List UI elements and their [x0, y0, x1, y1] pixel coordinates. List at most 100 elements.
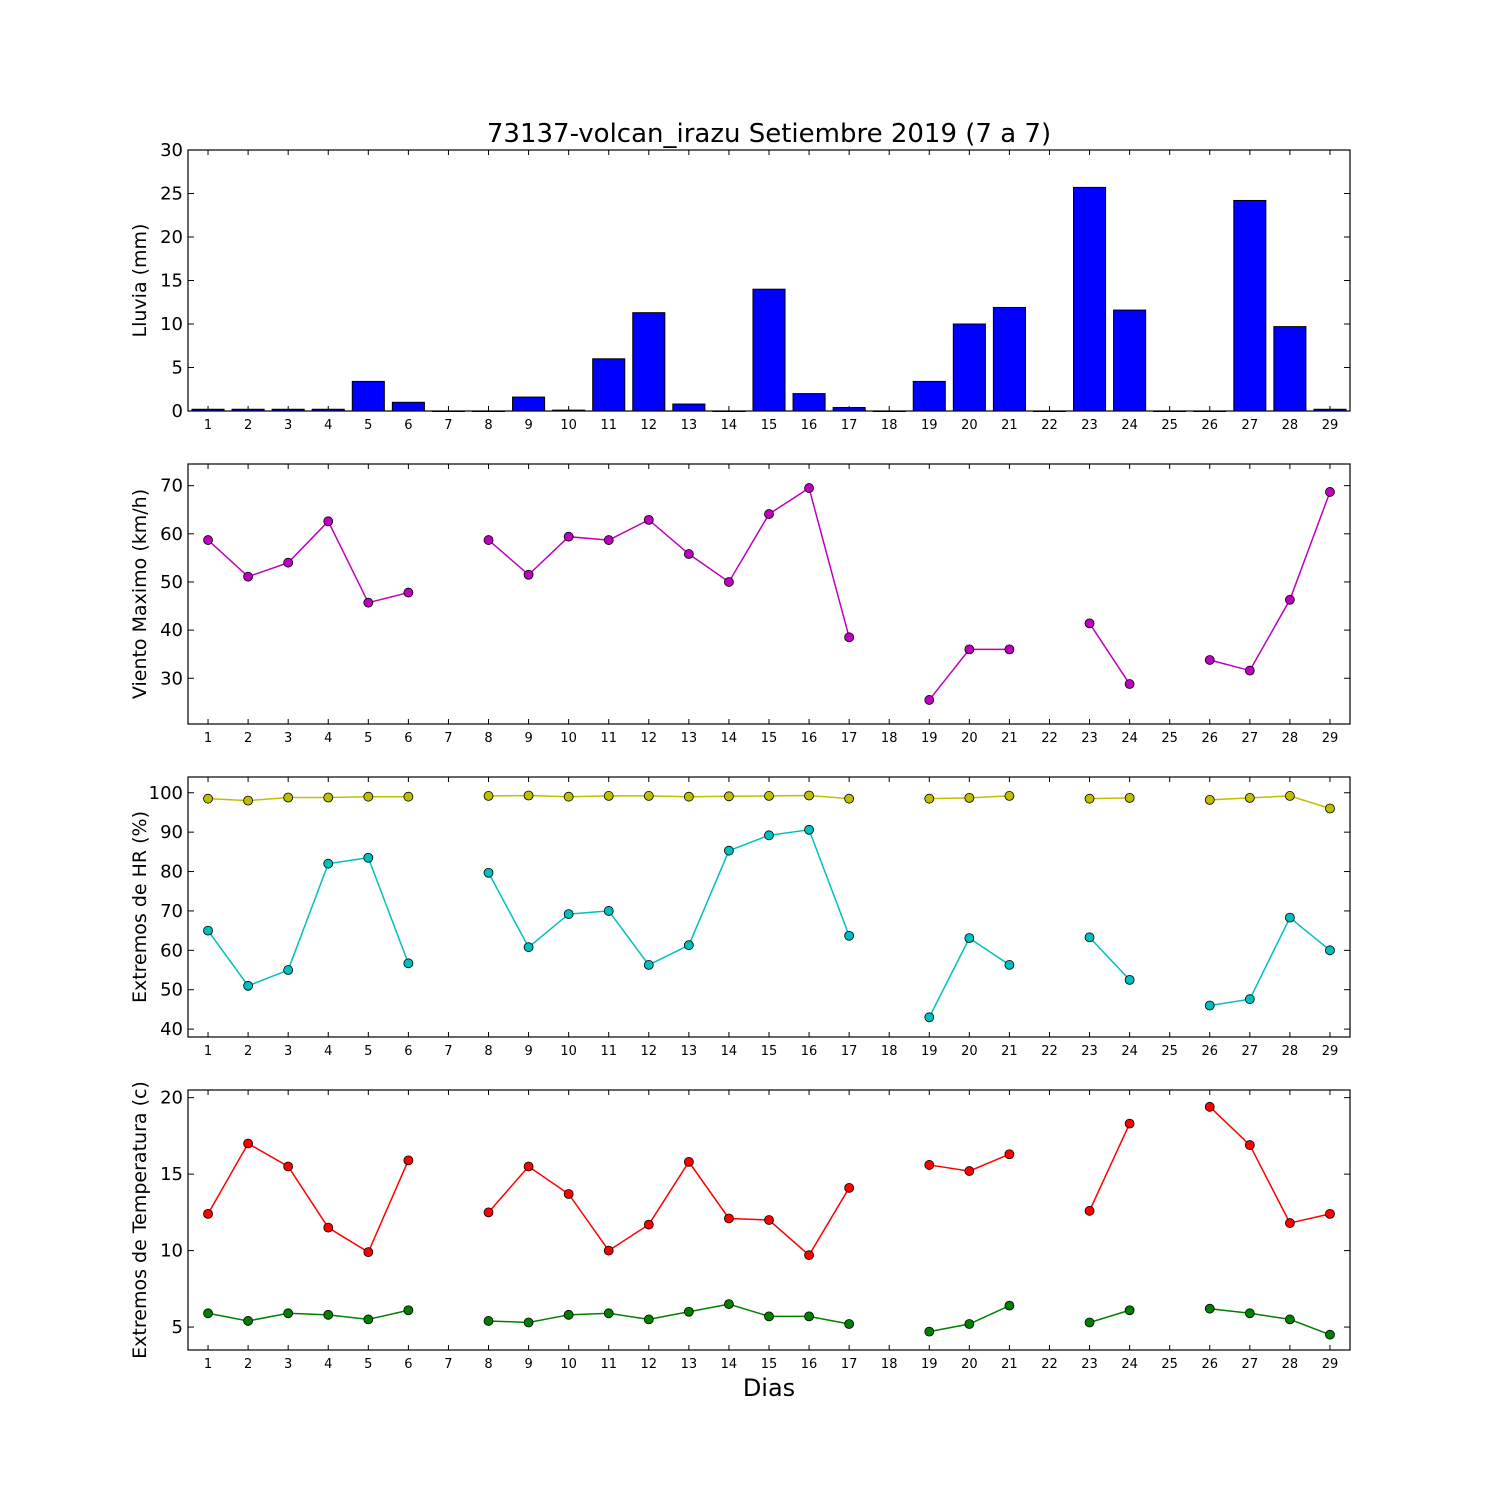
data-point	[483, 535, 494, 545]
data-point	[403, 958, 414, 969]
y-tick-label: 15	[160, 271, 183, 292]
x-tick-label: 13	[681, 1044, 698, 1059]
data-point	[483, 791, 494, 801]
y-tick-label: 20	[160, 227, 183, 248]
bar	[672, 403, 706, 412]
series-line	[488, 486, 850, 638]
data-point	[363, 852, 374, 863]
series-line	[207, 1142, 410, 1254]
x-tick-label: 16	[801, 418, 818, 433]
series-line	[207, 520, 409, 604]
data-point	[1204, 1000, 1215, 1011]
y-tick-label: 30	[160, 668, 183, 689]
x-tick-label: 15	[761, 1357, 778, 1372]
series-line	[487, 828, 850, 966]
data-point	[363, 791, 374, 802]
x-tick-label: 7	[444, 1044, 452, 1059]
data-point	[603, 906, 614, 916]
data-point	[964, 644, 975, 655]
x-tick-label: 9	[524, 1357, 532, 1372]
bar	[752, 288, 786, 412]
bar	[471, 410, 506, 412]
x-tick-label: 19	[921, 418, 938, 433]
y-tick-label: 25	[160, 184, 183, 205]
bar	[391, 401, 425, 412]
x-tick-label: 20	[961, 731, 978, 746]
data-point	[844, 1182, 855, 1193]
bar	[952, 323, 986, 412]
x-tick-label: 11	[600, 418, 617, 433]
data-point	[523, 1161, 534, 1172]
x-tick-label: 25	[1161, 418, 1178, 433]
data-point	[1204, 1303, 1215, 1314]
data-point	[283, 792, 294, 803]
x-tick-label: 28	[1282, 731, 1299, 746]
bar	[1313, 408, 1347, 412]
data-point	[964, 792, 975, 803]
x-tick-label: 7	[444, 1357, 452, 1372]
data-point	[924, 1160, 935, 1170]
x-tick-label: 20	[961, 1044, 978, 1059]
data-point	[1084, 1317, 1095, 1328]
x-tick-label: 22	[1041, 418, 1058, 433]
x-tick-label: 25	[1161, 1044, 1178, 1059]
x-tick-label: 1	[204, 1044, 212, 1059]
y-tick-label: 60	[160, 524, 183, 545]
data-point	[964, 933, 975, 944]
data-point	[563, 909, 574, 919]
x-tick-label: 21	[1001, 418, 1018, 433]
x-tick-label: 29	[1322, 1044, 1339, 1059]
data-point	[1004, 960, 1015, 970]
x-tick-label: 26	[1201, 418, 1218, 433]
data-point	[323, 516, 334, 527]
x-tick-label: 19	[921, 1357, 938, 1372]
data-point	[1204, 794, 1215, 805]
data-point	[1325, 945, 1335, 956]
y-tick-label: 10	[160, 1241, 183, 1262]
data-point	[483, 1316, 494, 1326]
x-tick-label: 4	[324, 418, 332, 433]
y-tick-label: 30	[160, 140, 183, 161]
data-point	[1004, 644, 1015, 655]
data-point	[924, 793, 935, 804]
data-point	[1325, 1329, 1335, 1340]
data-point	[243, 1316, 254, 1326]
data-point	[243, 1138, 254, 1149]
x-tick-label: 25	[1161, 731, 1178, 746]
data-point	[1325, 803, 1335, 814]
data-point	[1244, 994, 1255, 1005]
bar	[311, 408, 345, 412]
chart-title: 73137-volcan_irazu Setiembre 2019 (7 a 7…	[487, 119, 1051, 149]
data-point	[403, 791, 414, 802]
data-point	[643, 514, 654, 525]
data-point	[363, 597, 374, 608]
bar	[231, 408, 265, 412]
bar	[552, 409, 586, 412]
x-tick-label: 12	[641, 731, 658, 746]
x-tick-label: 22	[1041, 731, 1058, 746]
series-line	[487, 1160, 850, 1257]
bar	[191, 408, 225, 412]
x-tick-label: 10	[560, 731, 577, 746]
x-tick-label: 27	[1242, 1044, 1259, 1059]
x-tick-label: 24	[1121, 418, 1138, 433]
x-tick-label: 4	[324, 1044, 332, 1059]
x-tick-label: 18	[881, 731, 898, 746]
data-point	[924, 695, 935, 705]
x-tick-label: 23	[1081, 1044, 1098, 1059]
data-point	[1084, 1205, 1095, 1216]
data-point	[764, 1311, 774, 1322]
x-tick-label: 8	[484, 418, 492, 433]
x-tick-label: 29	[1322, 418, 1339, 433]
y-tick-label: 70	[160, 901, 183, 922]
data-point	[683, 940, 694, 951]
x-tick-label: 18	[881, 1044, 898, 1059]
data-point	[1284, 1218, 1295, 1228]
data-point	[323, 792, 334, 803]
bar	[1113, 309, 1147, 412]
data-point	[724, 845, 734, 856]
data-point	[724, 1299, 734, 1310]
